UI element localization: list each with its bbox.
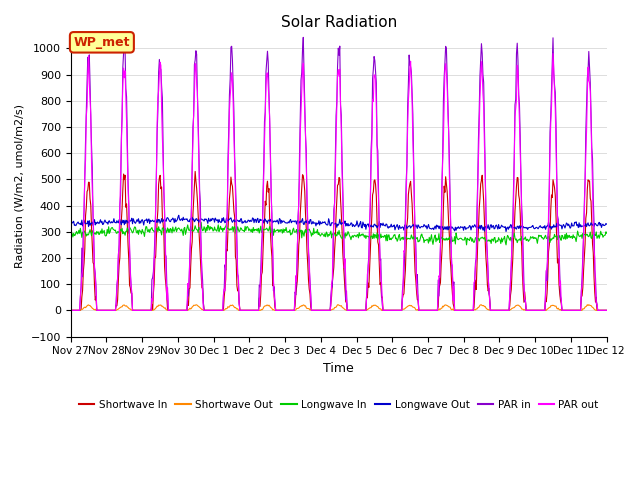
Shortwave In [215,308,223,313]
Longwave Out [502,228,510,234]
Shortwave Out [419,308,427,313]
Shortwave Out [77,308,84,313]
Shortwave In [603,308,611,313]
Longwave In [77,226,84,231]
Shortwave In [404,192,412,197]
Longwave In [420,240,428,245]
Longwave Out [67,223,74,228]
PAR out [77,294,84,300]
Longwave Out [187,216,195,222]
Line: Longwave Out: Longwave Out [70,215,607,231]
Longwave In [186,227,194,232]
PAR out [419,308,427,313]
PAR out [67,308,74,313]
Shortwave Out [67,308,74,313]
X-axis label: Time: Time [323,362,354,375]
PAR in [300,35,307,40]
Legend: Shortwave In, Shortwave Out, Longwave In, Longwave Out, PAR in, PAR out: Shortwave In, Shortwave Out, Longwave In… [74,396,603,414]
Longwave In [404,236,412,241]
Shortwave Out [404,303,412,309]
Shortwave In [77,308,84,313]
PAR out [132,308,140,313]
PAR in [404,81,412,87]
Longwave Out [132,220,140,226]
PAR out [186,254,194,260]
Longwave Out [77,220,84,226]
Longwave In [215,228,223,234]
Line: PAR in: PAR in [70,37,607,311]
Line: Longwave In: Longwave In [70,222,607,245]
Longwave Out [603,221,611,227]
Shortwave In [186,285,194,291]
Shortwave Out [214,308,222,313]
Shortwave In [67,308,74,313]
Line: PAR out: PAR out [70,54,607,311]
Line: Shortwave In: Shortwave In [70,171,607,311]
PAR in [603,308,611,313]
Line: Shortwave Out: Shortwave Out [70,305,607,311]
Longwave In [603,230,611,236]
Longwave In [463,242,470,248]
Text: WP_met: WP_met [74,36,130,49]
Longwave In [132,225,140,230]
PAR out [603,308,611,313]
PAR in [214,308,222,313]
Longwave Out [175,212,182,218]
PAR in [186,249,194,255]
PAR in [132,308,140,313]
PAR in [67,308,74,313]
PAR in [77,294,84,300]
PAR in [420,308,428,313]
Longwave Out [215,216,223,222]
Shortwave Out [186,305,194,311]
PAR out [404,124,412,130]
Longwave In [67,230,74,236]
PAR out [549,51,557,57]
Shortwave In [420,308,428,313]
Title: Solar Radiation: Solar Radiation [280,15,397,30]
Shortwave In [191,168,199,174]
Shortwave Out [132,308,140,313]
Y-axis label: Radiation (W/m2, umol/m2/s): Radiation (W/m2, umol/m2/s) [15,104,25,268]
Shortwave Out [603,308,611,313]
PAR out [214,308,222,313]
Shortwave Out [585,302,593,308]
Longwave Out [420,222,428,228]
Shortwave In [132,308,140,313]
Longwave In [197,219,205,225]
Longwave Out [404,224,412,229]
